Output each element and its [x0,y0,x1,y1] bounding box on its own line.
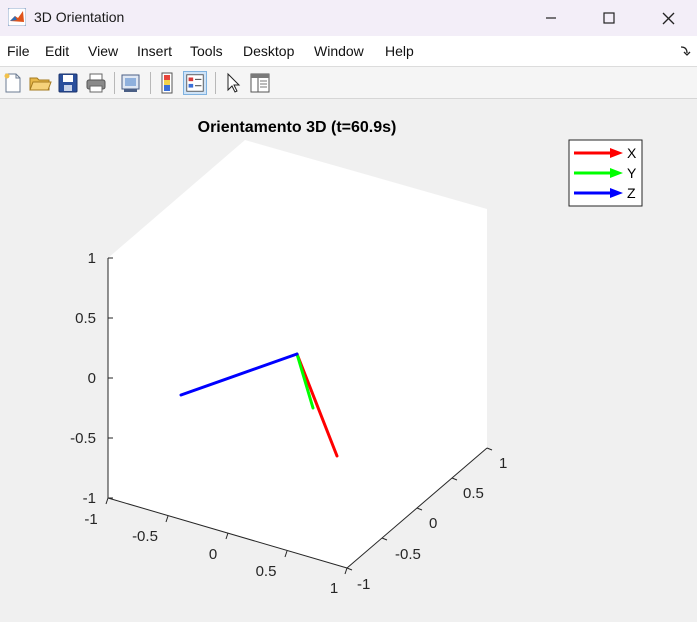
x-tick-label: 1 [330,580,338,597]
figure-toolbar [0,67,697,99]
toolbar-separator [150,72,151,94]
menu-help[interactable]: Help [385,43,414,59]
legend-entry-y: Y [574,165,637,181]
y-axis-vector [295,352,315,410]
y-tick-label: -1 [357,576,370,593]
x-tick-label: 0 [209,546,217,563]
y-tick-label: 1 [499,455,507,472]
minimize-icon [546,17,556,19]
legend-label: X [627,145,637,161]
legend-entry-x: X [574,145,637,161]
save-icon[interactable] [56,71,80,95]
minimize-button[interactable] [522,0,580,36]
menu-tools[interactable]: Tools [190,43,223,59]
menu-edit[interactable]: Edit [45,43,70,59]
z-tick-label: -0.5 [70,430,96,447]
y-tick-label: 0.5 [463,485,484,502]
chart-title: Orientamento 3D (t=60.9s) [198,119,397,136]
menu-file[interactable]: File [7,43,30,59]
menu-insert[interactable]: Insert [137,43,173,59]
legend-label: Z [627,185,636,201]
pointer-icon[interactable] [221,71,245,95]
menu-view[interactable]: View [88,43,119,59]
y-tick-label: -0.5 [395,546,421,563]
window-title: 3D Orientation [34,9,125,25]
legend-label: Y [627,165,637,181]
z-tick-label: 0 [88,370,96,387]
toolbar-separator [114,72,115,94]
legend[interactable]: X Y Z [568,139,643,207]
print-icon[interactable] [84,71,108,95]
colorbar-icon[interactable] [155,71,179,95]
x-tick-label: -1 [84,511,97,528]
legend-icon[interactable] [183,71,207,95]
print-preview-icon[interactable] [119,71,143,95]
menu-bar: File Edit View Insert Tools Desktop Wind… [0,36,697,67]
plot-3d[interactable]: 1 0.5 0 -0.5 -1 -1 -0.5 0 0.5 1 -1 -0.5 … [0,99,697,622]
open-file-icon[interactable] [28,71,52,95]
z-tick-label: 1 [88,250,96,267]
menu-desktop[interactable]: Desktop [243,43,295,59]
z-tick-label: 0.5 [75,310,96,327]
close-icon [662,12,674,24]
z-tick-label: -1 [83,490,96,507]
maximize-button[interactable] [580,0,638,36]
close-button[interactable] [639,0,697,36]
figure-area: 1 0.5 0 -0.5 -1 -1 -0.5 0 0.5 1 -1 -0.5 … [0,99,697,622]
title-bar: 3D Orientation [0,0,697,36]
legend-entry-z: Z [574,185,636,201]
x-tick-label: 0.5 [256,563,277,580]
x-tick-label: -0.5 [132,528,158,545]
toolbar-separator [215,72,216,94]
z-axis-vector [179,352,299,397]
maximize-icon [603,12,615,24]
property-editor-icon[interactable] [248,71,272,95]
new-figure-icon[interactable] [1,71,25,95]
matlab-logo-icon [8,8,26,26]
menu-window[interactable]: Window [314,43,364,59]
x-axis-vector [295,352,339,458]
y-tick-label: 0 [429,515,437,532]
dock-arrow-icon[interactable] [679,45,691,57]
